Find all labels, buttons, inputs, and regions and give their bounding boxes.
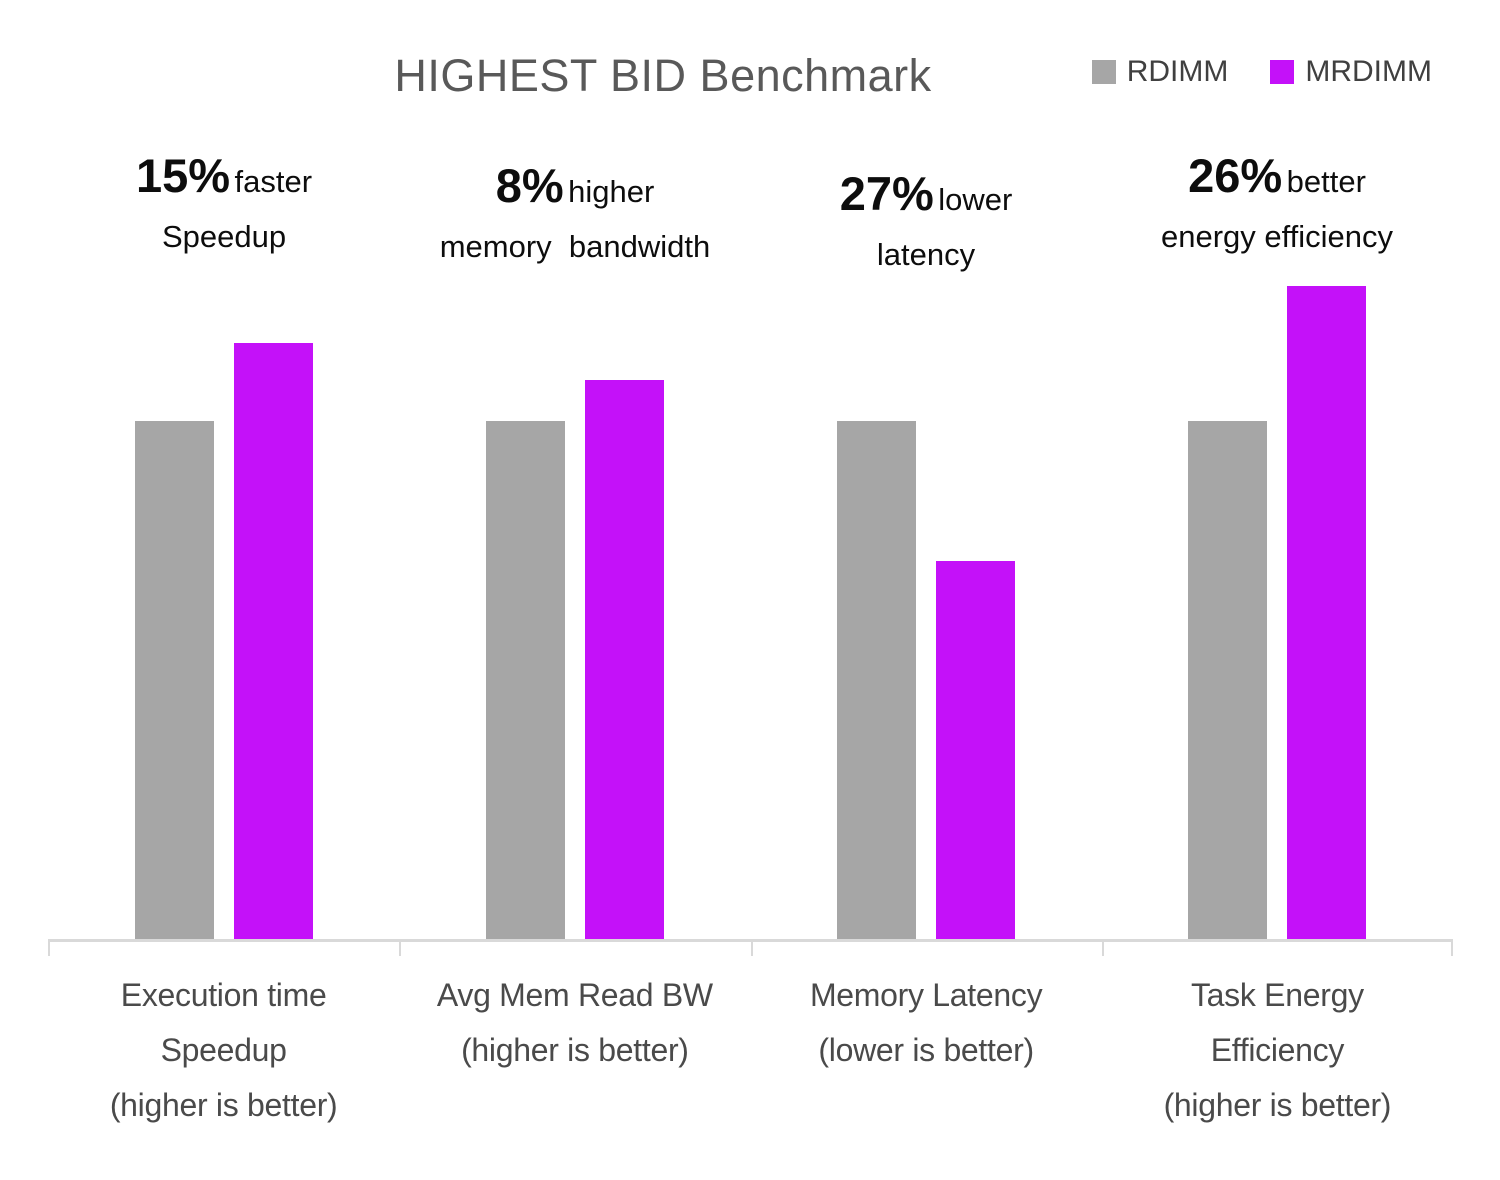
bar-group-energy — [1102, 259, 1453, 939]
bar-group-latency — [751, 259, 1102, 939]
annotation-speedup-headline: 15% faster — [48, 148, 400, 203]
legend-label-mrdimm: MRDIMM — [1305, 55, 1432, 88]
annotation-speedup: 15% faster Speedup — [48, 148, 400, 255]
legend-item-rdimm: RDIMM — [1091, 55, 1229, 89]
annotation-latency-suffix: lower — [938, 182, 1013, 217]
annotation-energy-suffix: better — [1286, 164, 1366, 199]
x-axis-tick — [1451, 942, 1453, 956]
x-label-latency: Memory Latency (lower is better) — [809, 977, 1043, 1068]
legend-item-mrdimm: MRDIMM — [1270, 55, 1432, 89]
bar-mrdimm-energy — [1287, 286, 1367, 939]
annotation-energy-pct: 26% — [1188, 149, 1283, 202]
x-label-energy: Task Energy Efficiency (higher is better… — [1163, 977, 1392, 1123]
annotation-energy-detail: energy efficiency — [1160, 219, 1394, 254]
x-axis-line — [48, 939, 1453, 956]
x-axis-labels: Execution time Speedup (higher is better… — [48, 968, 1453, 1133]
bar-rdimm-energy — [1188, 421, 1268, 939]
bar-mrdimm-read-bw — [584, 380, 664, 939]
annotation-bandwidth: 8% higher memory bandwidth — [399, 158, 751, 265]
plot-area — [48, 259, 1453, 939]
annotation-bandwidth-suffix: higher — [568, 174, 655, 209]
annotation-bandwidth-pct: 8% — [495, 159, 564, 212]
x-label-execution-time: Execution time Speedup (higher is better… — [109, 977, 338, 1123]
annotation-latency-pct: 27% — [839, 167, 934, 220]
annotation-latency-headline: 27% lower — [750, 166, 1102, 221]
bar-mrdimm-latency — [936, 561, 1016, 939]
bar-group-execution-time — [48, 259, 399, 939]
bar-mrdimm-execution-time — [233, 343, 313, 939]
bar-group-read-bw — [399, 259, 750, 939]
annotation-bandwidth-headline: 8% higher — [399, 158, 751, 213]
x-label-read-bw: Avg Mem Read BW (higher is better) — [436, 977, 713, 1068]
annotation-speedup-pct: 15% — [135, 149, 231, 202]
bar-rdimm-latency — [837, 421, 917, 939]
annotation-bandwidth-detail: memory bandwidth — [439, 229, 711, 264]
chart-title: HIGHEST BID Benchmark — [394, 50, 932, 101]
annotation-latency-detail: latency — [876, 237, 976, 272]
legend: RDIMM MRDIMM — [1091, 55, 1432, 89]
legend-swatch-mrdimm-icon — [1270, 60, 1295, 84]
legend-swatch-rdimm-icon — [1091, 60, 1116, 84]
x-axis-tick — [1101, 942, 1104, 956]
annotation-speedup-suffix: faster — [234, 164, 313, 199]
annotation-energy: 26% better energy efficiency — [1101, 148, 1453, 255]
annotation-energy-headline: 26% better — [1101, 148, 1453, 203]
annotation-latency: 27% lower latency — [750, 166, 1102, 273]
x-axis-tick — [750, 942, 753, 956]
annotation-speedup-detail: Speedup — [161, 219, 287, 254]
bar-rdimm-execution-time — [134, 421, 214, 939]
x-axis-tick — [399, 942, 402, 956]
legend-label-rdimm: RDIMM — [1126, 55, 1229, 88]
x-axis-tick — [48, 942, 50, 956]
bar-rdimm-read-bw — [485, 421, 565, 939]
